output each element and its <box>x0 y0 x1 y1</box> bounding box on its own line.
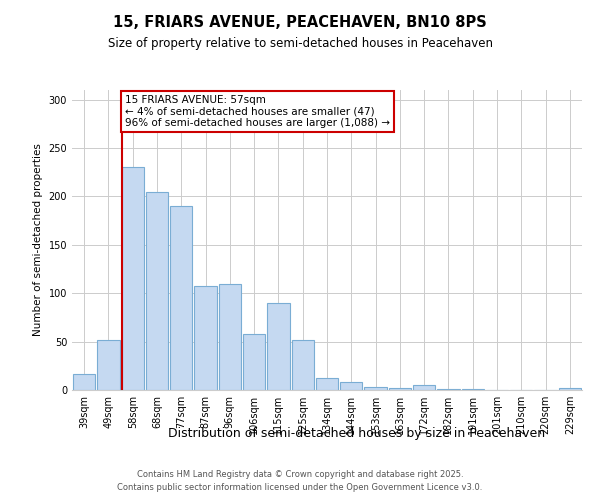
Bar <box>461 389 484 390</box>
Bar <box>413 385 436 390</box>
Bar <box>170 206 193 390</box>
Bar <box>97 340 119 390</box>
Text: 15, FRIARS AVENUE, PEACEHAVEN, BN10 8PS: 15, FRIARS AVENUE, PEACEHAVEN, BN10 8PS <box>113 15 487 30</box>
Bar <box>194 286 217 390</box>
Bar <box>389 388 411 390</box>
Bar <box>437 389 460 390</box>
Bar <box>316 378 338 390</box>
Bar <box>122 168 144 390</box>
Text: Contains public sector information licensed under the Open Government Licence v3: Contains public sector information licen… <box>118 482 482 492</box>
Y-axis label: Number of semi-detached properties: Number of semi-detached properties <box>33 144 43 336</box>
Text: Size of property relative to semi-detached houses in Peacehaven: Size of property relative to semi-detach… <box>107 38 493 51</box>
Bar <box>340 382 362 390</box>
Bar <box>243 334 265 390</box>
Text: 15 FRIARS AVENUE: 57sqm
← 4% of semi-detached houses are smaller (47)
96% of sem: 15 FRIARS AVENUE: 57sqm ← 4% of semi-det… <box>125 95 390 128</box>
Text: Contains HM Land Registry data © Crown copyright and database right 2025.: Contains HM Land Registry data © Crown c… <box>137 470 463 479</box>
Bar <box>267 303 290 390</box>
Bar <box>73 374 95 390</box>
Bar <box>292 340 314 390</box>
Bar <box>559 388 581 390</box>
Bar <box>364 387 387 390</box>
Bar <box>218 284 241 390</box>
Text: Distribution of semi-detached houses by size in Peacehaven: Distribution of semi-detached houses by … <box>169 428 545 440</box>
Bar <box>146 192 168 390</box>
